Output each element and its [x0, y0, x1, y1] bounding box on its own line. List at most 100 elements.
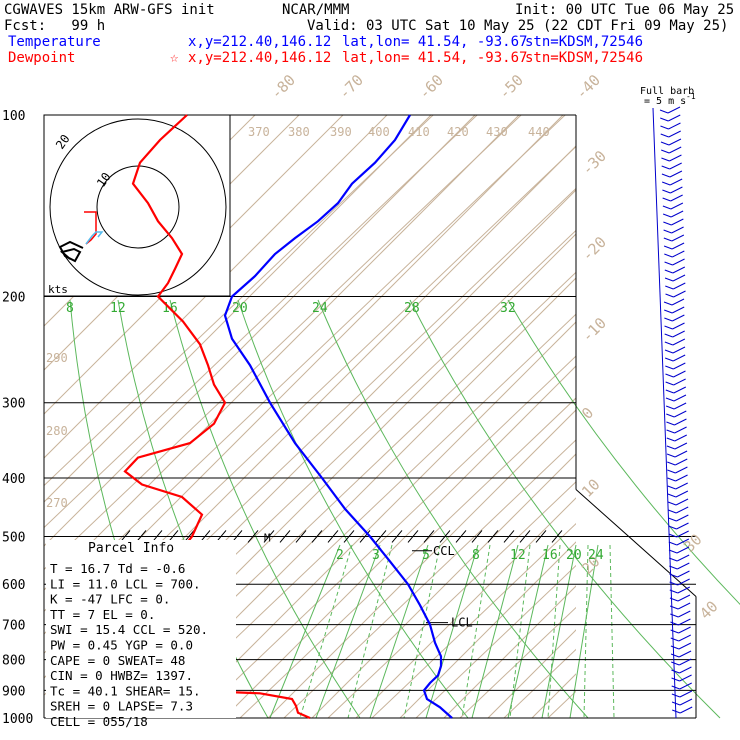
mixing-ratio-label: 8 — [472, 548, 480, 563]
dew-legend-latlon: lat,lon= 41.54, -93.67 — [342, 50, 528, 66]
wind-barb-flag — [677, 594, 691, 602]
wind-barb-flag — [672, 322, 685, 330]
freezing-hatch — [327, 530, 339, 543]
wind-barb-flag — [673, 386, 687, 394]
freezing-hatch — [471, 530, 483, 543]
wind-barb — [671, 669, 680, 674]
wind-barb-flag — [677, 570, 690, 578]
wind-barb-flag — [674, 434, 687, 442]
dry-adiabat-line — [44, 115, 478, 529]
mixing-ratio-label: 5 — [422, 548, 430, 563]
wind-barb-flag — [679, 658, 692, 666]
wind-barb — [670, 653, 680, 658]
wind-barb-flag — [672, 258, 685, 266]
parcel-info-box: Parcel Info T = 16.7 Td = -0.6LI = 11.0 L… — [46, 540, 236, 729]
wind-barb-flag — [675, 506, 689, 514]
isotherm-line — [531, 673, 576, 718]
theta-label: 420 — [447, 125, 469, 139]
freezing-hatch — [279, 530, 291, 543]
wind-barb-flag — [669, 154, 682, 162]
pressure-tick-label: 200 — [2, 291, 25, 306]
wind-barb — [661, 157, 670, 162]
dry-adiabat-line — [283, 439, 576, 718]
moist-adiabat-line — [461, 544, 491, 719]
wind-barb — [667, 469, 676, 474]
wind-barb-flag — [679, 690, 693, 698]
isotherm-line — [311, 453, 576, 718]
dry-adiabat-line — [44, 115, 434, 487]
freezing-hatch — [391, 530, 403, 543]
wind-barb-flag — [671, 234, 685, 242]
wind-barb — [664, 341, 674, 346]
wind-barb-flag — [668, 138, 682, 146]
wind-barb — [666, 437, 675, 442]
wind-barb-flag — [677, 562, 690, 570]
wind-barb — [670, 629, 679, 634]
wind-barb-flag — [678, 626, 691, 634]
wind-barb-flag — [678, 642, 692, 650]
isotherm-line — [355, 497, 576, 718]
wind-barb — [668, 525, 677, 530]
pressure-tick-label: 400 — [2, 472, 25, 487]
hodograph-ring-label: 10 — [94, 170, 114, 190]
parcel-info-title: Parcel Info — [88, 541, 174, 556]
mixing-ratio-label: 32 — [500, 301, 516, 316]
isotherm-label: -80 — [267, 71, 299, 103]
wind-barb — [668, 557, 678, 562]
wind-barb — [665, 365, 674, 370]
wind-barb-flag — [675, 474, 688, 482]
wind-barb — [666, 453, 676, 458]
dew-legend-label: Dewpoint — [8, 50, 76, 66]
wind-barb-flag — [675, 466, 688, 474]
parcel-info-row: T = 16.7 Td = -0.6 — [50, 561, 185, 576]
theta-label: 410 — [408, 125, 430, 139]
isotherm-line — [44, 115, 476, 547]
wind-barb — [660, 133, 669, 138]
wind-barb-flag — [678, 650, 692, 658]
parcel-info-row: K = -47 LFC = 0. — [50, 592, 170, 607]
wind-barb — [667, 501, 677, 506]
wind-barb — [668, 549, 678, 554]
mixing-ratio-label: 20 — [566, 548, 582, 563]
wind-barb-flag — [678, 634, 691, 642]
mixing-ratio-line — [237, 299, 469, 719]
mixing-ratio-line — [117, 299, 269, 719]
dry-adiabat-line — [239, 397, 576, 718]
wind-barb — [671, 661, 680, 666]
wind-barb — [670, 613, 679, 618]
wind-barb — [665, 285, 674, 290]
dry-adiabat-line — [636, 115, 740, 718]
mixing-ratio-label: 24 — [588, 548, 604, 563]
wind-barb — [667, 477, 676, 482]
parcel-info-row: SWI = 15.4 CCL = 520. — [50, 622, 208, 637]
wind-barb-flag — [674, 410, 687, 418]
wind-barb-flag — [678, 618, 691, 626]
theta-label: 370 — [248, 125, 270, 139]
header-valid: Valid: 03 UTC Sat 10 May 25 (22 CDT Fri … — [307, 18, 729, 34]
wind-barb — [661, 181, 671, 186]
wind-barb-flag — [671, 306, 685, 314]
dry-adiabat-line — [327, 481, 576, 718]
moist-adiabat-line — [509, 544, 531, 719]
wind-barb — [661, 165, 670, 170]
barb-key-line1: Full barb — [640, 86, 694, 97]
wind-barb-flag — [672, 330, 685, 338]
wind-barb — [671, 693, 681, 698]
wind-barb — [662, 197, 671, 202]
wind-barb-flag — [672, 274, 686, 282]
mixing-ratio-line — [315, 544, 381, 719]
wind-barb-flag — [676, 554, 690, 562]
wind-barb-flag — [668, 130, 681, 138]
isotherm-line — [267, 409, 576, 718]
isotherm-line — [179, 321, 576, 718]
freezing-hatch — [439, 530, 451, 543]
moist-adiabat-line — [609, 544, 615, 719]
hodograph: 20 10 kts — [43, 114, 231, 297]
isotherm-line — [44, 115, 344, 415]
temperature-profile — [223, 114, 453, 719]
freezing-hatch — [359, 530, 371, 543]
wind-barb — [663, 245, 673, 250]
header-init: Init: 00 UTC Tue 06 May 25 — [515, 2, 735, 18]
wind-barb-flag — [669, 162, 682, 170]
wind-barb — [664, 309, 673, 314]
